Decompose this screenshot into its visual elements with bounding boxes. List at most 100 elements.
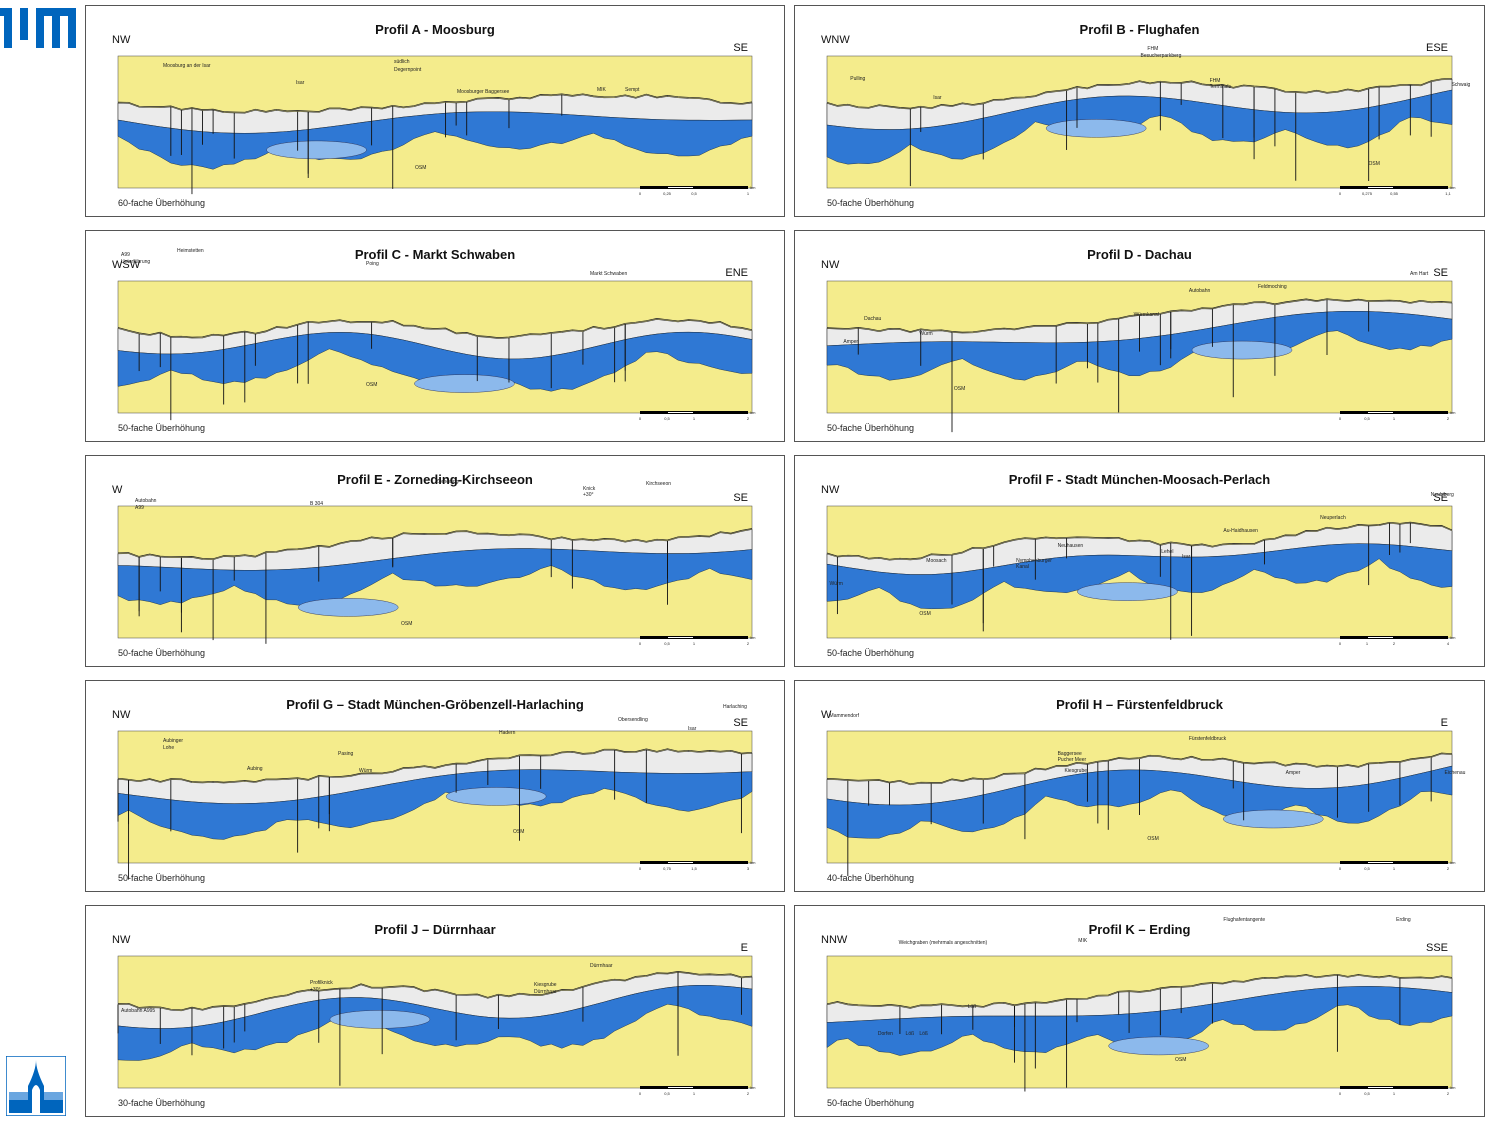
- scale-tick-label: 1: [1365, 641, 1369, 646]
- scale-tick-label: 2: [746, 641, 750, 646]
- terrain-surface: [826, 298, 1453, 333]
- scale-unit: km: [1450, 860, 1456, 865]
- cross-section-drawing: [117, 55, 753, 195]
- profile-panel-e: Profil E - Zorneding-Kirchseeon W SE 50-fac…: [85, 455, 785, 667]
- cross-section-drawing: [826, 55, 1453, 189]
- place-label: Moosburg an der Isar: [163, 63, 211, 70]
- place-label: Lohe: [163, 744, 175, 751]
- place-label: Markt Schwaben: [590, 271, 628, 278]
- direction-left: NW: [821, 259, 840, 271]
- profile-panel-d: Profil D - Dachau NW SE 50-fache Überhöhung…: [794, 230, 1485, 442]
- direction-right: SSE: [1425, 942, 1448, 954]
- scale-tick-label: 1: [1392, 416, 1396, 421]
- place-label: Kirchseeon: [646, 481, 672, 488]
- place-label: Hadern: [499, 729, 516, 736]
- scale-unit: km: [750, 185, 756, 190]
- place-label: Autobahn: [1188, 288, 1211, 295]
- place-label: Pucher Meer: [1057, 757, 1087, 764]
- terrain-surface: [117, 528, 753, 560]
- place-label: Terminals: [1209, 84, 1231, 91]
- scale-tick-label: 0: [638, 641, 642, 646]
- terrain-surface: [826, 77, 1453, 109]
- place-label: FHM: [1209, 78, 1221, 85]
- profile-panel-h: Profil H – Fürstenfeldbruck W E 40-fache Üb…: [794, 680, 1485, 892]
- vertical-exaggeration: 40-fache Überhöhung: [827, 873, 915, 883]
- profile-panel-b: Profil B - Flughafen WNW ESE 50-fache Überh…: [794, 5, 1485, 217]
- scale-tick-label: 2: [1446, 1091, 1450, 1096]
- place-label: Degernpoint: [394, 67, 422, 74]
- profile-panel-c: Profil C - Markt Schwaben WSW ENE 50-fache …: [85, 230, 785, 442]
- place-label: Isar: [1181, 553, 1191, 560]
- aquifer-lens: [1108, 1036, 1209, 1056]
- place-label: Isar: [296, 80, 305, 87]
- scale-tick-label: 0: [1338, 191, 1342, 196]
- direction-left: W: [821, 709, 832, 721]
- place-label: Pulling: [850, 75, 866, 82]
- aquifer-lens: [445, 787, 547, 806]
- cross-section-drawing: [826, 280, 1453, 433]
- vertical-exaggeration: 30-fache Überhöhung: [118, 1098, 206, 1108]
- scale-tick-label: 2: [1446, 866, 1450, 871]
- cross-section-drawing: [117, 280, 753, 421]
- scale-tick-label: 1: [692, 641, 696, 646]
- scale-tick-label: 1: [1392, 866, 1396, 871]
- cross-section-drawing: [826, 955, 1453, 1092]
- vertical-exaggeration: 50-fache Überhöhung: [827, 423, 915, 433]
- aquifer-lens: [1223, 809, 1324, 829]
- terrain-surface: [117, 748, 753, 783]
- scale-tick-label: 0: [1338, 416, 1342, 421]
- profile-panel-f: Profil F - Stadt München-Moosach-Perlach…: [794, 455, 1485, 667]
- scale-tick-label: 2: [1446, 416, 1450, 421]
- place-label: FHM: [1147, 46, 1159, 53]
- scale-tick-label: 0: [1338, 866, 1342, 871]
- aquifer-layer: [117, 331, 753, 392]
- place-label: Besucherparkberg: [1140, 52, 1182, 59]
- aquifer-layer: [826, 986, 1453, 1056]
- place-label: Isar: [933, 95, 942, 102]
- terrain-surface: [826, 973, 1453, 1008]
- scale-tick-label: 1,5: [691, 866, 697, 871]
- direction-left: NNW: [821, 934, 848, 946]
- place-label: Neubiberg: [1430, 492, 1454, 499]
- terrain-surface: [117, 93, 753, 113]
- place-label: Zorneding: [436, 479, 459, 486]
- vertical-exaggeration: 50-fache Überhöhung: [118, 648, 206, 658]
- aquifer-layer: [117, 985, 753, 1061]
- scale-tick-label: 0,5: [1364, 1091, 1370, 1096]
- aquifer-lens: [266, 140, 367, 160]
- place-label: OSM: [919, 610, 931, 617]
- scale-tick-label: 1: [692, 1091, 696, 1096]
- scale-tick-label: 0: [638, 1091, 642, 1096]
- profile-panel-g: Profil G – Stadt München-Gröbenzell-Harl…: [85, 680, 785, 892]
- scale-tick-label: 0,5: [664, 416, 670, 421]
- cross-section-drawing: [826, 505, 1453, 640]
- place-label: Am Hart: [1409, 271, 1429, 278]
- scale-bar: 0 0,5 1 2 km: [1338, 860, 1456, 873]
- vertical-exaggeration: 50-fache Überhöhung: [827, 1098, 915, 1108]
- profile-title: Profil K – Erding: [1088, 922, 1191, 937]
- direction-right: E: [1440, 717, 1448, 729]
- place-label: Erding: [1396, 916, 1411, 923]
- scale-bar: 0 0,5 1 2 km: [1339, 1085, 1456, 1098]
- aquifer-lens: [1045, 119, 1147, 138]
- place-label: A99: [121, 252, 130, 259]
- terrain-surface: [826, 521, 1453, 560]
- place-label: OSM: [953, 385, 966, 392]
- scale-tick-label: 0,55: [1390, 191, 1398, 196]
- scale-tick-label: 0: [638, 191, 642, 196]
- vertical-exaggeration: 50-fache Überhöhung: [827, 648, 915, 658]
- scale-tick-label: 0: [638, 866, 642, 871]
- scale-bar: 0 0,5 1 2 km: [638, 1085, 756, 1098]
- place-label: Profilknick: [310, 980, 333, 987]
- scale-unit: km: [750, 860, 756, 865]
- scale-tick-label: 0,275: [1361, 191, 1373, 196]
- scale-tick-label: 0: [638, 416, 642, 421]
- scale-bar: 0 0,5 1 2 km: [638, 410, 756, 423]
- place-label: Heimstetten: [177, 247, 204, 254]
- place-label: MIK: [597, 86, 606, 93]
- place-label: Baggersee: [1057, 750, 1082, 757]
- direction-right: SE: [1433, 267, 1448, 279]
- cross-section-drawing: [117, 505, 753, 644]
- scale-tick-label: 2: [746, 416, 750, 421]
- profile-title: Profil H – Fürstenfeldbruck: [1056, 697, 1223, 712]
